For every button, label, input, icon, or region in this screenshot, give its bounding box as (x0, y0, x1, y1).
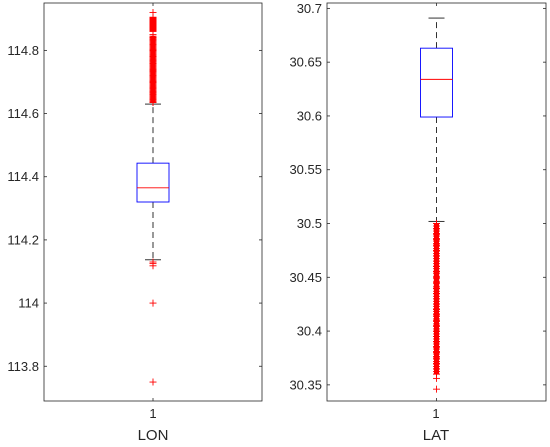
lat-xtick-label: 1 (432, 406, 439, 421)
lon-ytick-label: 113.8 (7, 359, 39, 374)
lon-ytick-label: 114.2 (7, 232, 39, 247)
lon-outlier (149, 378, 157, 386)
lon-outlier-band-fill (150, 17, 156, 32)
lat-ytick-label: 30.5 (297, 216, 322, 231)
lon-ytick-label: 114.4 (7, 169, 39, 184)
lon-ytick-label: 114.8 (7, 43, 39, 58)
lon-outlier (149, 299, 157, 307)
lat-ytick-label: 30.35 (289, 377, 322, 392)
lon-panel: 113.8 114 114.2 114.4 114.6 114.8 1 LON (7, 2, 263, 444)
lat-box (420, 47, 453, 118)
lon-x-axis-label: LON (138, 427, 169, 444)
lon-box (136, 162, 170, 203)
lat-ytick-label: 30.65 (289, 55, 322, 70)
lat-ytick-label: 30.45 (289, 270, 322, 285)
lat-ytick-label: 30.55 (289, 162, 322, 177)
lat-outlier (433, 385, 440, 393)
lon-outlier-band-fill (150, 36, 156, 103)
lat-outlier-band-fill (434, 223, 439, 375)
lon-xtick-label: 1 (149, 406, 156, 421)
lat-ytick-label: 30.4 (297, 324, 322, 339)
lon-ytick-label: 114.6 (7, 106, 39, 121)
lat-panel: 30.35 30.4 30.45 30.5 30.55 30.6 30.65 30.7 1 L… (289, 1, 547, 444)
lon-ytick-label: 114 (18, 296, 39, 311)
lat-x-axis-label: LAT (423, 427, 449, 444)
lat-ytick-label: 30.6 (297, 108, 322, 123)
lat-ytick-label: 30.7 (297, 1, 322, 16)
lon-outlier (149, 258, 157, 266)
